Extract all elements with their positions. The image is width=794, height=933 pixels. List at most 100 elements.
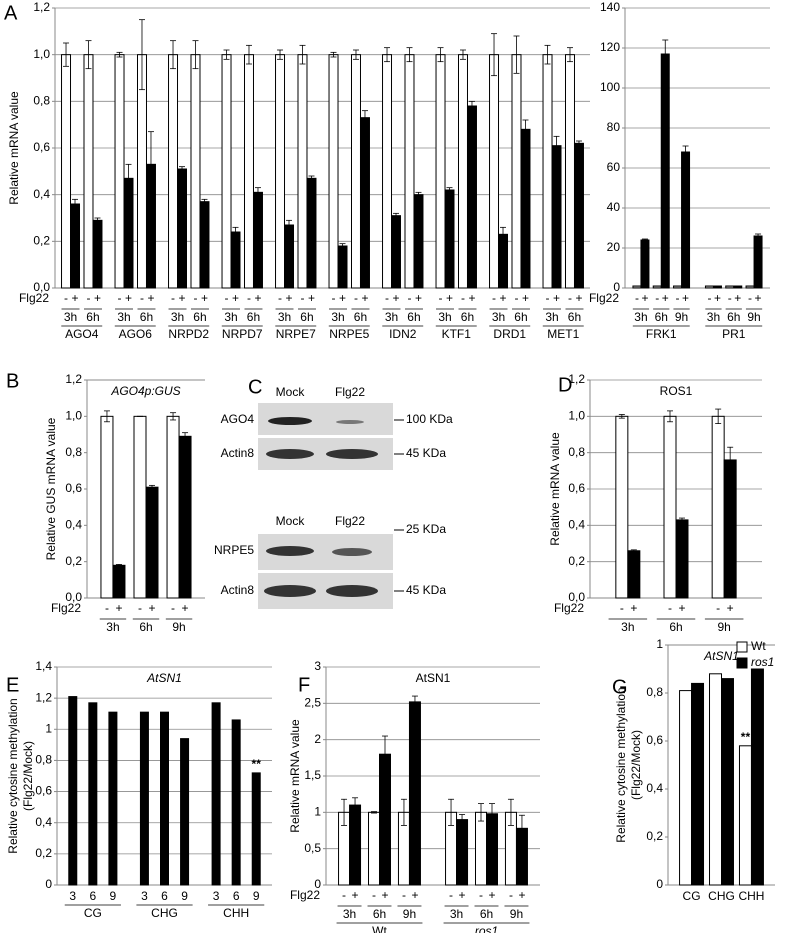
bar: [199, 201, 210, 289]
sign-label: +: [446, 291, 453, 305]
error-bar: [518, 814, 525, 842]
group-label: NRPD7: [222, 327, 263, 341]
error-bar: [254, 187, 261, 198]
x-tick-label: 9h: [172, 620, 185, 634]
bar: [723, 459, 737, 599]
y-tick-label: 1: [45, 721, 52, 735]
error-bar: [400, 798, 407, 826]
error-bar: [437, 47, 444, 63]
row-label: Actin8: [221, 446, 255, 460]
y-axis-label: Relative mRNA value: [548, 432, 562, 546]
bar: [100, 415, 114, 599]
bar: [511, 54, 522, 289]
panel-letter: C: [248, 376, 262, 398]
sign-label: +: [115, 601, 122, 615]
y-tick-label: 120: [600, 40, 620, 54]
group-label: IDN2: [389, 327, 417, 341]
y-tick-label: 1,4: [35, 659, 52, 673]
sign-label: +: [734, 291, 741, 305]
sign-label: +: [393, 291, 400, 305]
x-tick-label: 9: [110, 889, 117, 903]
y-axis-label: Relative mRNA value: [7, 91, 21, 205]
sign-label: -: [568, 291, 572, 305]
sign-label: -: [372, 888, 376, 902]
chart-title: ROS1: [660, 384, 693, 398]
error-bar: [641, 238, 648, 242]
bar: [139, 711, 149, 886]
bar: [627, 550, 641, 599]
x-tick-label: 3h: [450, 907, 463, 921]
group-label: NRPE7: [276, 327, 316, 341]
error-bar: [63, 42, 70, 67]
sign-label: -: [385, 291, 389, 305]
sign-label: +: [678, 601, 685, 615]
panel-letter: E: [6, 674, 19, 696]
bar: [721, 678, 734, 886]
y-tick-label: 0,2: [65, 554, 82, 568]
sign-label: +: [459, 888, 466, 902]
error-bar: [85, 40, 92, 70]
error-bar: [94, 217, 101, 224]
size-label: 100 KDa: [406, 412, 453, 426]
sign-label: +: [232, 291, 239, 305]
bar: [359, 117, 370, 289]
x-tick-label: CHG: [708, 889, 735, 903]
sign-label: -: [461, 291, 465, 305]
error-bar: [566, 47, 573, 63]
legend-label: Wt: [751, 639, 766, 653]
error-bar: [116, 51, 123, 58]
error-bar: [682, 145, 689, 159]
column-label: Flg22: [335, 514, 365, 528]
y-axis-label: (Flg22/Mock): [629, 730, 643, 800]
x-tick-label: 3h: [545, 310, 558, 324]
x-tick-label: 3: [141, 889, 148, 903]
bar: [275, 54, 286, 289]
sign-label: +: [500, 291, 507, 305]
bar: [391, 215, 402, 289]
error-bar: [330, 51, 337, 58]
sign-label: -: [439, 291, 443, 305]
x-tick-label: 6h: [373, 907, 386, 921]
error-bar: [507, 798, 514, 826]
error-bar: [341, 798, 348, 826]
y-tick-label: 2: [314, 732, 321, 746]
sign-label: -: [300, 291, 304, 305]
error-bar: [371, 811, 377, 814]
error-bar: [513, 35, 520, 74]
error-bar: [170, 40, 177, 70]
sign-label: -: [342, 888, 346, 902]
bar: [413, 194, 424, 289]
bar: [337, 245, 348, 289]
bar: [211, 702, 221, 886]
bar: [435, 54, 446, 289]
bar: [190, 54, 201, 289]
error-bar: [468, 100, 475, 112]
bar: [88, 702, 98, 886]
x-tick-label: 3h: [64, 310, 77, 324]
bar: [160, 711, 169, 886]
bar: [475, 811, 487, 886]
chart-title: AtSN1: [416, 671, 451, 685]
y-tick-label: 3: [314, 659, 321, 673]
panel-letter: G: [612, 676, 628, 698]
bar: [70, 203, 81, 289]
bar: [83, 54, 94, 289]
x-tick-label: 3h: [621, 620, 634, 634]
error-bar: [138, 19, 145, 91]
bar: [382, 54, 393, 289]
bar: [92, 219, 103, 289]
legend-swatch: [736, 657, 748, 669]
sign-label: +: [575, 291, 582, 305]
sign-label: +: [415, 291, 422, 305]
x-tick-label: 6h: [140, 310, 153, 324]
sign-label: +: [286, 291, 293, 305]
bar: [306, 177, 317, 289]
row-label: AGO4: [221, 412, 255, 426]
band: [266, 546, 314, 556]
error-bar: [544, 44, 551, 65]
x-tick-label: 6h: [480, 907, 493, 921]
y-tick-label: 1,2: [33, 0, 50, 14]
bar: [350, 54, 361, 289]
y-axis-label: Relative cytosine methylation: [614, 687, 628, 842]
bar: [112, 564, 126, 599]
